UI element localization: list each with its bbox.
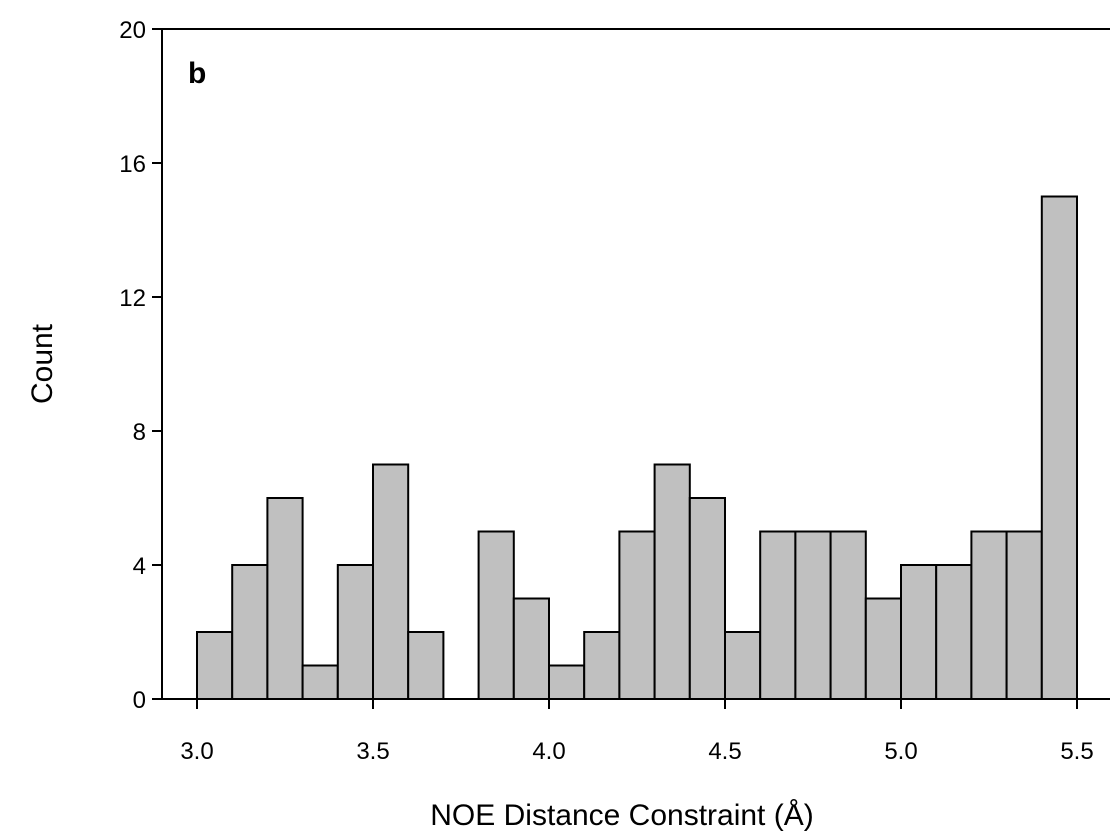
x-tick-label: 5.5 [1060, 738, 1093, 765]
x-tick-label: 3.5 [356, 738, 389, 765]
histogram-bar [548, 664, 586, 700]
y-tick-label: 12 [119, 285, 146, 312]
histogram-bar [864, 597, 902, 700]
y-tick-label: 4 [133, 553, 146, 580]
histogram-bar [196, 631, 234, 700]
histogram-bar [794, 530, 832, 700]
x-tick-label: 4.0 [532, 738, 565, 765]
histogram-bar [231, 564, 269, 700]
panel-label: b [188, 57, 206, 90]
histogram-bar [970, 530, 1008, 700]
ticks-group: 0 4 8 12 16 20 3.0 3.5 4.0 4.5 5.0 5.5 [119, 17, 1093, 765]
x-axis-title: NOE Distance Constraint (Å) [430, 799, 813, 832]
histogram-bar [935, 564, 973, 700]
histogram-bar [900, 564, 938, 700]
histogram-bar [512, 597, 550, 700]
histogram-bar [266, 497, 304, 700]
histogram-bar [759, 530, 797, 700]
y-tick-label: 20 [119, 17, 146, 44]
y-tick-label: 8 [133, 419, 146, 446]
histogram-bar [724, 631, 762, 700]
y-axis-title: Count [26, 323, 59, 404]
axes-group [161, 28, 1110, 700]
histogram-bar [653, 463, 691, 700]
y-tick-label: 0 [133, 687, 146, 714]
histogram-bar [477, 530, 515, 700]
histogram-bar [1040, 195, 1079, 700]
bars-group [196, 195, 1079, 700]
histogram-bar [301, 664, 339, 700]
histogram-bar [336, 564, 374, 700]
y-tick-label: 16 [119, 151, 146, 178]
x-tick-label: 3.0 [180, 738, 213, 765]
x-tick-label: 5.0 [884, 738, 917, 765]
histogram-bar [372, 463, 410, 700]
x-tick-label: 4.5 [708, 738, 741, 765]
histogram-bar [583, 631, 621, 700]
histogram-bar [688, 497, 726, 700]
histogram-bar [618, 530, 656, 700]
histogram-bar [1005, 530, 1043, 700]
histogram-bar [829, 530, 867, 700]
histogram-bar [407, 631, 445, 700]
